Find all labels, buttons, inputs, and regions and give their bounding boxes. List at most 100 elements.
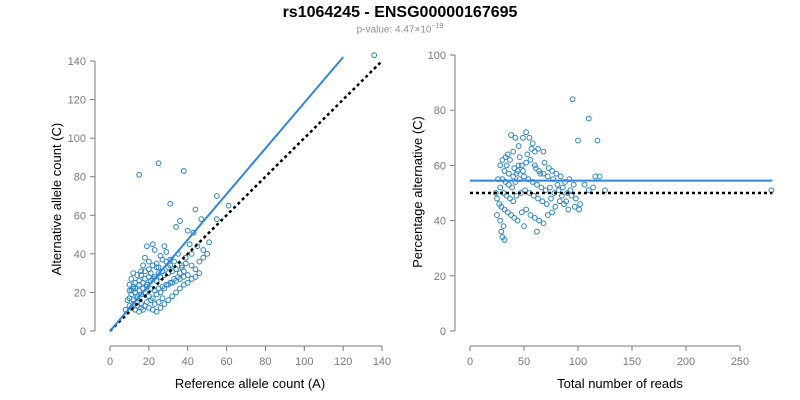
right-data-point bbox=[520, 168, 526, 174]
right-data-point bbox=[516, 176, 523, 183]
right-data-point bbox=[515, 162, 522, 169]
left-y-tick-label: 60 bbox=[74, 210, 86, 222]
right-data-point bbox=[501, 206, 508, 213]
left-data-point bbox=[167, 262, 174, 269]
right-x-tick-label: 150 bbox=[623, 356, 641, 368]
right-y-tick-label: 20 bbox=[434, 271, 446, 283]
right-data-point bbox=[585, 187, 592, 194]
left-y-tick-label: 0 bbox=[80, 326, 86, 338]
right-data-point bbox=[532, 165, 539, 172]
left-data-point bbox=[157, 289, 164, 296]
right-data-point bbox=[498, 228, 505, 235]
right-data-point bbox=[538, 184, 545, 191]
right-data-point bbox=[494, 212, 500, 218]
right-data-point bbox=[575, 137, 581, 144]
left-data-point bbox=[196, 270, 203, 277]
left-y-tick-label: 120 bbox=[68, 95, 86, 107]
right-data-point bbox=[508, 132, 514, 138]
left-reference-line bbox=[109, 60, 383, 332]
right-data-point bbox=[518, 162, 525, 169]
right-data-point bbox=[524, 151, 531, 158]
right-data-point bbox=[531, 214, 538, 221]
left-data-point bbox=[180, 274, 187, 280]
left-data-point bbox=[184, 227, 191, 234]
left-data-point bbox=[190, 229, 197, 236]
right-data-point bbox=[505, 170, 512, 177]
right-data-point bbox=[552, 203, 559, 210]
left-y-tick-label: 80 bbox=[74, 172, 86, 184]
left-x-tick-label: 60 bbox=[220, 356, 232, 368]
right-data-point bbox=[571, 203, 578, 210]
left-data-point bbox=[161, 243, 168, 250]
right-data-point bbox=[513, 192, 520, 199]
left-y-tick-label: 140 bbox=[68, 56, 86, 68]
left-data-point bbox=[184, 279, 191, 286]
right-data-point bbox=[520, 134, 526, 141]
left-data-point bbox=[144, 243, 150, 250]
right-data-point bbox=[504, 209, 511, 216]
right-data-point bbox=[572, 195, 579, 202]
right-x-axis-label: Total number of reads bbox=[557, 376, 683, 391]
right-data-point bbox=[516, 154, 523, 161]
right-data-point bbox=[531, 148, 538, 155]
right-data-point bbox=[544, 173, 551, 180]
left-x-axis-label: Reference allele count (A) bbox=[175, 376, 325, 391]
left-x-tick-label: 140 bbox=[373, 356, 391, 368]
left-scatter-panel: Reference allele count (A) Alternative a… bbox=[49, 52, 391, 391]
right-data-point bbox=[528, 145, 535, 152]
left-data-point bbox=[188, 262, 195, 269]
left-data-point bbox=[136, 281, 143, 288]
right-data-point bbox=[563, 198, 570, 205]
left-data-point bbox=[177, 218, 183, 224]
left-data-point bbox=[157, 304, 164, 311]
left-data-point bbox=[134, 295, 141, 302]
left-data-point bbox=[151, 247, 158, 253]
right-data-point bbox=[493, 190, 499, 196]
left-data-point bbox=[173, 289, 179, 296]
right-x-tick-label: 0 bbox=[467, 356, 473, 368]
left-data-point bbox=[136, 171, 143, 178]
right-y-tick-label: 80 bbox=[434, 105, 446, 117]
right-data-point bbox=[523, 129, 530, 136]
right-data-point bbox=[562, 179, 568, 185]
right-data-point bbox=[497, 184, 504, 191]
left-data-point bbox=[163, 249, 170, 255]
right-data-point bbox=[567, 187, 574, 194]
left-data-point bbox=[192, 266, 199, 273]
right-data-point bbox=[518, 209, 525, 216]
left-data-point bbox=[147, 297, 154, 304]
left-data-point bbox=[178, 264, 185, 271]
left-data-point bbox=[149, 241, 156, 248]
right-data-point bbox=[527, 156, 534, 163]
left-data-point bbox=[138, 268, 144, 275]
left-data-point bbox=[186, 241, 193, 248]
right-data-point bbox=[541, 159, 548, 166]
right-data-point bbox=[515, 143, 522, 149]
right-data-point bbox=[501, 237, 508, 243]
right-data-point bbox=[581, 181, 588, 188]
right-y-tick-label: 40 bbox=[434, 216, 446, 228]
right-data-point bbox=[509, 184, 516, 191]
right-data-point bbox=[540, 148, 547, 155]
right-y-tick-label: 100 bbox=[428, 50, 446, 62]
right-data-point bbox=[500, 223, 507, 230]
right-y-tick-label: 0 bbox=[440, 326, 446, 338]
left-data-point bbox=[173, 223, 179, 230]
left-data-point bbox=[206, 239, 212, 246]
left-data-point bbox=[142, 254, 148, 261]
right-data-point bbox=[535, 145, 541, 152]
left-x-tick-label: 0 bbox=[107, 356, 113, 368]
right-data-point bbox=[536, 217, 543, 224]
left-fit-line bbox=[109, 56, 344, 332]
right-data-point bbox=[548, 195, 554, 202]
left-data-point bbox=[128, 276, 135, 282]
right-data-point bbox=[497, 217, 504, 224]
left-y-axis-label: Alternative allele count (C) bbox=[49, 123, 64, 275]
left-data-point bbox=[138, 272, 144, 278]
right-data-point bbox=[495, 176, 501, 183]
right-data-point bbox=[540, 170, 547, 177]
right-data-point bbox=[521, 223, 527, 230]
left-y-tick-label: 100 bbox=[68, 133, 86, 145]
left-data-point bbox=[145, 258, 152, 265]
